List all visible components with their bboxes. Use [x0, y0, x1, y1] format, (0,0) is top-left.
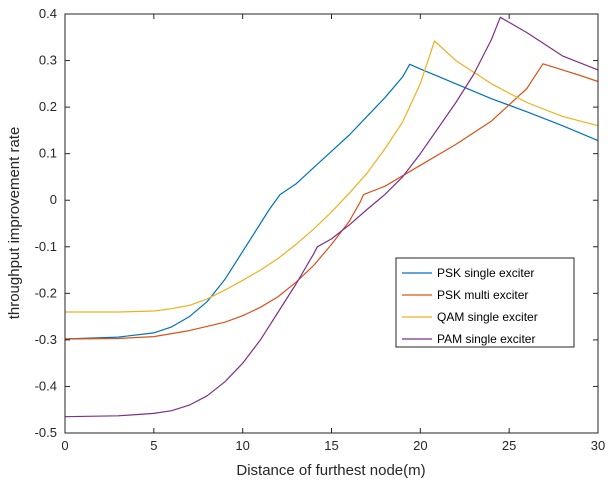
y-tick-label: 0.4: [39, 6, 57, 21]
y-tick-label: -0.2: [35, 285, 57, 300]
x-tick-label: 20: [413, 438, 427, 453]
x-tick-label: 0: [61, 438, 68, 453]
y-tick-label: -0.3: [35, 332, 57, 347]
legend-entry: PSK single exciter: [402, 266, 534, 280]
y-tick-label: 0.3: [39, 53, 57, 68]
y-axis-label: throughput improvement rate: [6, 127, 23, 320]
legend-label: PSK single exciter: [437, 266, 534, 280]
plot-area: [65, 14, 598, 433]
series-line: [65, 40, 599, 313]
y-tick-label: -0.5: [35, 425, 57, 440]
y-tick-label: 0.1: [39, 146, 57, 161]
legend-label: PSK multi exciter: [437, 288, 528, 302]
x-tick-label: 10: [235, 438, 249, 453]
y-tick-label: 0.2: [39, 99, 57, 114]
series-line: [64, 63, 599, 340]
x-tick-label: 15: [324, 438, 338, 453]
y-tick-label: -0.1: [35, 239, 57, 254]
series-line: [64, 63, 599, 340]
series-layer: [64, 16, 599, 418]
x-tick-label: 5: [150, 438, 157, 453]
ticks-layer: 0 5 10 15 20 25 30 -0.5 -0.4 -0.3 -0.2 -0.1 0 0.1 0.2 0…: [35, 6, 606, 453]
legend-label: QAM single exciter: [437, 310, 538, 324]
legend-entry: PAM single exciter: [402, 332, 535, 346]
x-axis-label: Distance of furthest node(m): [236, 462, 425, 479]
series-line: [64, 16, 599, 418]
legend: PSK single exciter PSK multi exciter QAM…: [395, 257, 575, 348]
x-tick-label: 30: [591, 438, 605, 453]
y-tick-label: 0: [50, 192, 57, 207]
x-tick-label: 25: [502, 438, 516, 453]
legend-entry: PSK multi exciter: [402, 288, 528, 302]
legend-entry: QAM single exciter: [402, 310, 538, 324]
legend-label: PAM single exciter: [437, 332, 535, 346]
y-tick-label: -0.4: [35, 378, 57, 393]
